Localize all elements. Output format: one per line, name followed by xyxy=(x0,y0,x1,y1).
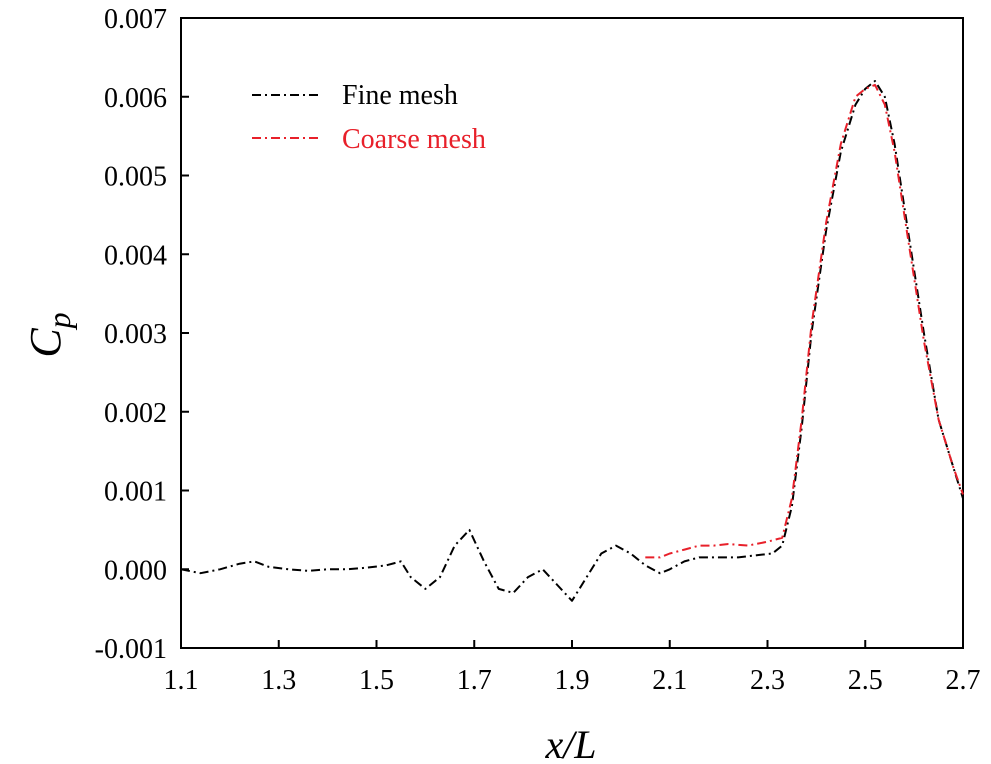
legend-label-fine-mesh: Fine mesh xyxy=(342,80,458,111)
axes: 1.1 1.3 1.5 1.7 1.9 2.1 2.3 2.5 2.7 -0.001 0.000 0.… xyxy=(95,4,981,696)
x-tick-label: 1.9 xyxy=(555,665,590,696)
series-line-fine-mesh xyxy=(180,80,964,602)
x-tick-label: 1.5 xyxy=(359,665,394,696)
series-line-coarse-mesh xyxy=(645,83,964,559)
y-tick-label: 0.002 xyxy=(104,398,167,429)
legend-label-coarse-mesh: Coarse mesh xyxy=(342,124,486,155)
x-tick-label: 1.7 xyxy=(457,665,492,696)
y-tick-label: 0.007 xyxy=(104,4,167,35)
y-axis-title-main: C xyxy=(21,328,70,358)
legend: Fine mesh Coarse mesh xyxy=(252,80,486,155)
x-tick-label: 2.7 xyxy=(946,665,981,696)
x-axis-title: x/L xyxy=(544,722,596,764)
x-tick-label: 2.3 xyxy=(750,665,785,696)
y-tick-label: 0.001 xyxy=(104,477,167,508)
y-axis-title-sub: p xyxy=(41,312,77,330)
y-tick-label: 0.006 xyxy=(104,83,167,114)
y-tick-label: 0.004 xyxy=(104,240,167,271)
y-tick-label: 0.003 xyxy=(104,319,167,350)
x-tick-label: 2.1 xyxy=(652,665,687,696)
y-axis-title: Cp xyxy=(21,312,77,357)
x-tick-label: 1.1 xyxy=(164,665,199,696)
y-tick-label: 0.005 xyxy=(104,162,167,193)
y-tick-label: 0.000 xyxy=(104,555,167,586)
plot-frame xyxy=(180,17,964,649)
x-tick-label: 1.3 xyxy=(261,665,296,696)
axis-titles: x/L Cp xyxy=(21,312,597,764)
series-layer xyxy=(180,80,964,602)
x-tick-label: 2.5 xyxy=(848,665,883,696)
y-tick-label: -0.001 xyxy=(95,634,167,665)
